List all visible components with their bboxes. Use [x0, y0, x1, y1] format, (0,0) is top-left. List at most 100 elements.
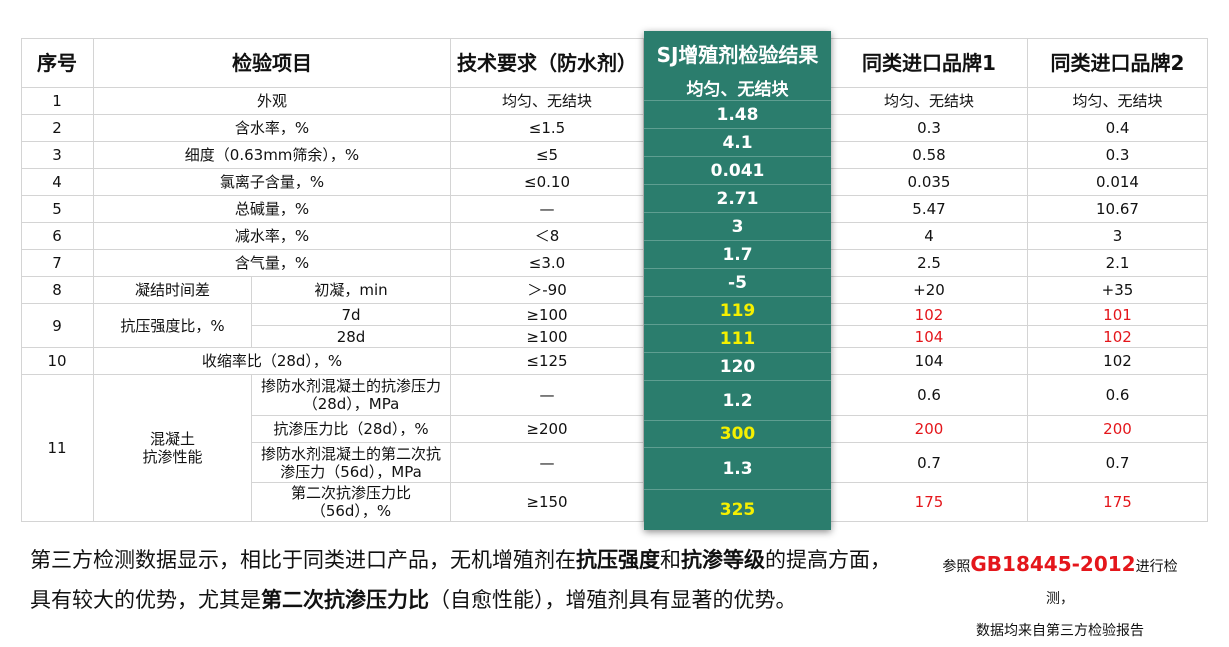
- row11d-brand2: 175: [1028, 483, 1208, 522]
- row10-brand2: 102: [1028, 348, 1208, 375]
- sj-row11a: 1.2: [644, 381, 831, 421]
- summary-bold-second-ratio: 第二次抗渗压力比: [261, 588, 429, 612]
- row11c-brand1: 0.7: [831, 443, 1028, 483]
- row5-item: 总碱量，%: [94, 196, 451, 223]
- row11b-brand1: 200: [831, 416, 1028, 443]
- row11-item: 混凝土 抗渗性能: [94, 375, 252, 522]
- row4-req: ≤0.10: [451, 169, 644, 196]
- row7-item: 含气量，%: [94, 250, 451, 277]
- row2-brand1: 0.3: [831, 115, 1028, 142]
- row11c-req: —: [451, 443, 644, 483]
- summary-part3: 的提高方面，: [765, 548, 891, 572]
- row11c-brand2: 0.7: [1028, 443, 1208, 483]
- row11c-subitem: 掺防水剂混凝土的第二次抗 渗压力（56d），MPa: [252, 443, 451, 483]
- summary-bold-impermeability: 抗渗等级: [681, 548, 765, 572]
- header-requirement: 技术要求（防水剂）: [451, 38, 644, 88]
- row11a-subitem-line2: （28d），MPa: [302, 395, 400, 413]
- row8-brand1: +20: [831, 277, 1028, 304]
- sj-row8: -5: [644, 269, 831, 297]
- reference-post: 进行检测，: [1046, 559, 1178, 607]
- row9a-brand1: 102: [831, 304, 1028, 326]
- sj-row11c: 1.3: [644, 448, 831, 490]
- sj-row3: 4.1: [644, 129, 831, 157]
- sj-row11d: 325: [719, 500, 756, 520]
- row11-seq: 11: [21, 375, 94, 522]
- sj-row11b: 300: [644, 421, 831, 448]
- row5-brand1: 5.47: [831, 196, 1028, 223]
- row5-brand2: 10.67: [1028, 196, 1208, 223]
- reference-line2: 数据均来自第三方检验报告: [976, 623, 1144, 639]
- header-seq: 序号: [21, 38, 94, 88]
- row10-req: ≤125: [451, 348, 644, 375]
- row1-seq: 1: [21, 88, 94, 115]
- row7-brand1: 2.5: [831, 250, 1028, 277]
- row6-req: ＜8: [451, 223, 644, 250]
- row11a-req: —: [451, 375, 644, 416]
- reference-standard: GB18445-2012: [970, 552, 1136, 576]
- row10-brand1: 104: [831, 348, 1028, 375]
- header-brand1: 同类进口品牌1: [831, 38, 1028, 88]
- row11b-req: ≥200: [451, 416, 644, 443]
- row11d-brand1: 175: [831, 483, 1028, 522]
- row9b-subitem: 28d: [252, 326, 451, 348]
- row9a-brand2: 101: [1028, 304, 1208, 326]
- sj-row9b: 111: [644, 325, 831, 353]
- summary-part1: 第三方检测数据显示，相比于同类进口产品，无机增殖剂在: [30, 548, 576, 572]
- row11-item-line1: 混凝土: [149, 430, 195, 448]
- row2-item: 含水率，%: [94, 115, 451, 142]
- row11d-subitem: 第二次抗渗压力比 （56d），%: [252, 483, 451, 522]
- row3-req: ≤5: [451, 142, 644, 169]
- row7-req: ≤3.0: [451, 250, 644, 277]
- row11b-brand2: 200: [1028, 416, 1208, 443]
- header-brand2: 同类进口品牌2: [1028, 38, 1208, 88]
- row3-seq: 3: [21, 142, 94, 169]
- row10-item: 收缩率比（28d），%: [94, 348, 451, 375]
- sj-row7: 1.7: [644, 241, 831, 269]
- row11a-subitem: 掺防水剂混凝土的抗渗压力 （28d），MPa: [252, 375, 451, 416]
- row6-brand2: 3: [1028, 223, 1208, 250]
- summary-part2: 和: [660, 548, 681, 572]
- row8-item: 凝结时间差: [94, 277, 252, 304]
- reference-note: 参照GB18445-2012进行检测， 数据均来自第三方检验报告: [930, 548, 1190, 647]
- row8-brand2: +35: [1028, 277, 1208, 304]
- row11-item-line2: 抗渗性能: [142, 448, 203, 466]
- summary-part4: 具有较大的优势，尤其是: [30, 588, 261, 612]
- row1-item: 外观: [94, 88, 451, 115]
- row8-subitem: 初凝，min: [252, 277, 451, 304]
- row11b-subitem: 抗渗压力比（28d），%: [252, 416, 451, 443]
- row4-seq: 4: [21, 169, 94, 196]
- row2-brand2: 0.4: [1028, 115, 1208, 142]
- row5-seq: 5: [21, 196, 94, 223]
- row10-seq: 10: [21, 348, 94, 375]
- row11d-req: ≥150: [451, 483, 644, 522]
- row9b-req: ≥100: [451, 326, 644, 348]
- sj-result-column: SJ增殖剂检验结果 均匀、无结块 1.48 4.1 0.041 2.71 3 1…: [644, 31, 831, 530]
- row11a-subitem-line1: 掺防水剂混凝土的抗渗压力: [260, 377, 441, 395]
- sj-row4: 0.041: [644, 157, 831, 185]
- row5-req: —: [451, 196, 644, 223]
- row11c-subitem-line1: 掺防水剂混凝土的第二次抗: [260, 444, 441, 463]
- row4-item: 氯离子含量，%: [94, 169, 451, 196]
- row4-brand1: 0.035: [831, 169, 1028, 196]
- row8-seq: 8: [21, 277, 94, 304]
- reference-pre: 参照: [942, 559, 971, 575]
- row1-req: 均匀、无结块: [451, 88, 644, 115]
- row4-brand2: 0.014: [1028, 169, 1208, 196]
- row3-brand1: 0.58: [831, 142, 1028, 169]
- comparison-table: 序号 检验项目 技术要求（防水剂） 同类进口品牌1 同类进口品牌2 1 外观 均…: [21, 38, 1208, 522]
- row3-item: 细度（0.63mm筛余），%: [94, 142, 451, 169]
- sj-row5: 2.71: [644, 185, 831, 213]
- row8-req: ＞-90: [451, 277, 644, 304]
- row7-seq: 7: [21, 250, 94, 277]
- row1-brand1: 均匀、无结块: [831, 88, 1028, 115]
- row11d-subitem-line2: （56d），%: [310, 502, 392, 520]
- row6-item: 减水率，%: [94, 223, 451, 250]
- sj-row9a: 119: [644, 297, 831, 325]
- row9b-brand2: 102: [1028, 326, 1208, 348]
- row6-seq: 6: [21, 223, 94, 250]
- row6-brand1: 4: [831, 223, 1028, 250]
- sj-row1: 均匀、无结块: [644, 75, 831, 101]
- sj-row6: 3: [644, 213, 831, 241]
- row9b-brand1: 104: [831, 326, 1028, 348]
- row2-req: ≤1.5: [451, 115, 644, 142]
